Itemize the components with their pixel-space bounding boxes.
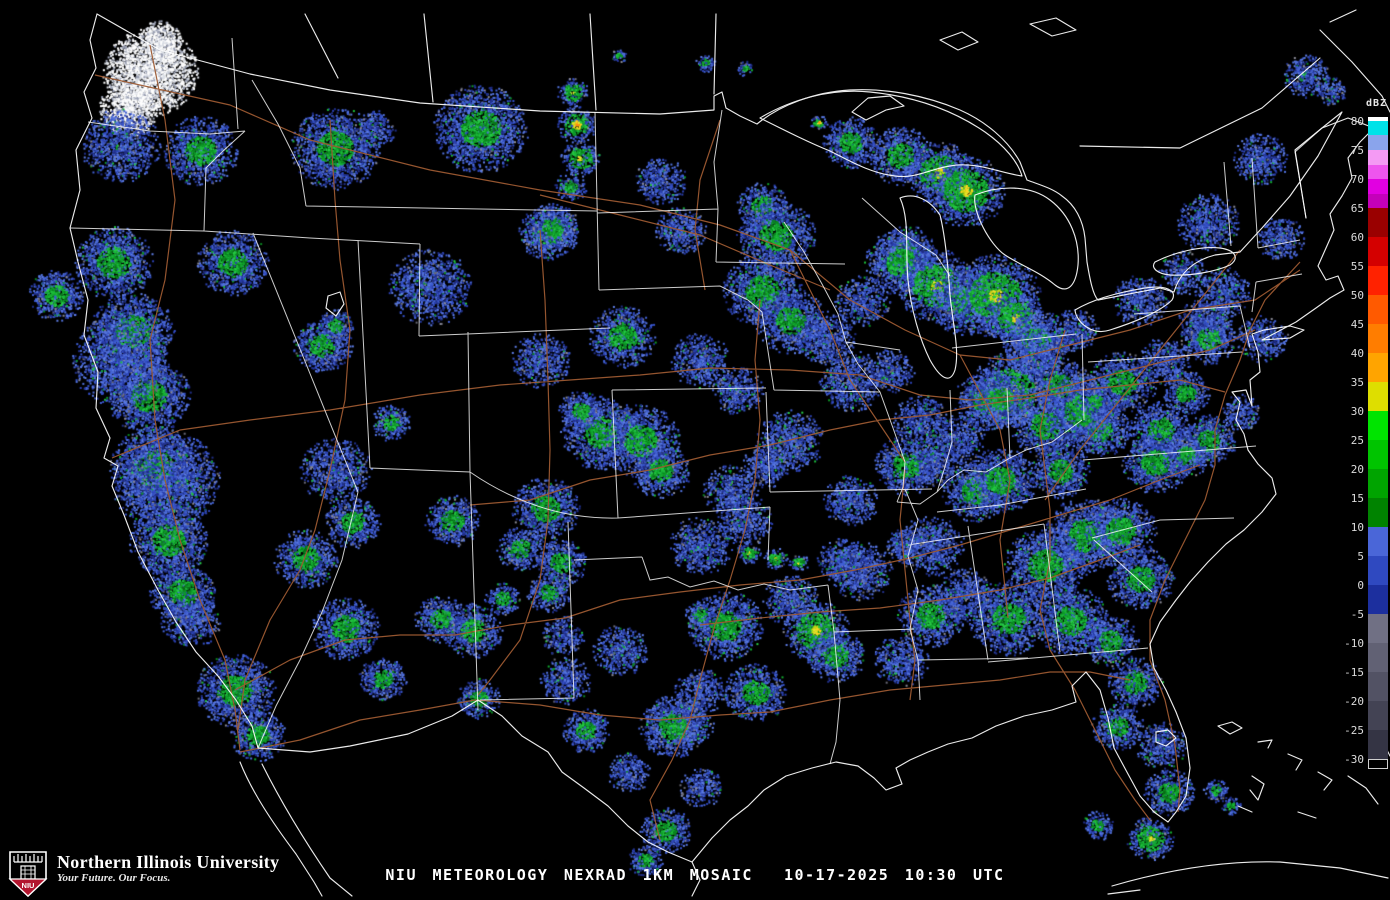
colorbar-tick-label: 20 <box>1350 463 1364 476</box>
colorbar-segment <box>1368 585 1388 614</box>
colorbar-title: dBZ <box>1366 98 1388 109</box>
cuba-bahamas-coastlines <box>1107 721 1390 895</box>
colorbar-segment <box>1368 179 1388 194</box>
colorbar-tick-label: -5 <box>1350 608 1364 621</box>
colorbar-tick-label: 60 <box>1350 231 1364 244</box>
state-border-paths <box>69 37 1323 765</box>
colorbar-tick-label: 55 <box>1350 260 1364 273</box>
colorbar-empty-box <box>1368 759 1388 769</box>
mexico-coastlines <box>239 761 701 897</box>
colorbar-tick-label: 70 <box>1350 173 1364 186</box>
colorbar-tick-label: -15 <box>1344 666 1364 679</box>
colorbar-scale <box>1368 117 1388 769</box>
colorbar-tick-label: 40 <box>1350 347 1364 360</box>
colorbar-segment <box>1368 208 1388 237</box>
colorbar-segment <box>1368 382 1388 411</box>
colorbar-tick-label: 30 <box>1350 405 1364 418</box>
highway-path <box>94 44 1301 841</box>
university-tagline: Your Future. Our Focus. <box>57 872 171 884</box>
niu-shield-logo: NIU <box>8 851 48 897</box>
colorbar-segment <box>1368 556 1388 585</box>
national-borders-layer <box>69 9 1390 897</box>
state-borders-layer <box>69 37 1323 765</box>
highways-layer <box>94 44 1301 841</box>
colorbar-segment <box>1368 324 1388 353</box>
colorbar-tick-label: 65 <box>1350 202 1364 215</box>
colorbar-tick-label: 0 <box>1357 579 1364 592</box>
colorbar-tick-label: 75 <box>1350 144 1364 157</box>
colorbar-segment <box>1368 614 1388 643</box>
colorbar-segment <box>1368 150 1388 165</box>
colorbar-segment <box>1368 411 1388 440</box>
colorbar-segment <box>1368 135 1388 150</box>
product-caption: NIU METEOROLOGY NEXRAD 1KM MOSAIC 10-17-… <box>385 866 1005 884</box>
colorbar-segment <box>1368 266 1388 295</box>
lake-outlines <box>325 90 1236 747</box>
colorbar-segment <box>1368 117 1388 121</box>
colorbar-segment <box>1368 643 1388 672</box>
niu-shield-red-band <box>8 878 48 897</box>
colorbar-tick-label: 80 <box>1350 115 1364 128</box>
canada-province-borders <box>304 13 1077 121</box>
colorbar-tick-label: 35 <box>1350 376 1364 389</box>
niu-branding: NIU Northern Illinois University Your Fu… <box>8 851 279 897</box>
colorbar-segment <box>1368 440 1388 469</box>
canada-border <box>96 9 1390 301</box>
colorbar-segment <box>1368 469 1388 498</box>
colorbar-tick-label: -20 <box>1344 695 1364 708</box>
university-name: Northern Illinois University <box>57 852 280 872</box>
colorbar-segment <box>1368 121 1388 135</box>
colorbar-tick-label: 5 <box>1357 550 1364 563</box>
colorbar-segment <box>1368 701 1388 730</box>
niu-acronym: NIU <box>22 881 35 890</box>
colorbar-segment <box>1368 498 1388 527</box>
colorbar-tick-label: -10 <box>1344 637 1364 650</box>
colorbar-tick-label: -25 <box>1344 724 1364 737</box>
colorbar-segment <box>1368 237 1388 266</box>
colorbar-segment <box>1368 165 1388 179</box>
colorbar-tick-label: 50 <box>1350 289 1364 302</box>
colorbar-tick-label: 15 <box>1350 492 1364 505</box>
colorbar-segment <box>1368 194 1388 208</box>
colorbar-tick-label: 10 <box>1350 521 1364 534</box>
colorbar-tick-label: 45 <box>1350 318 1364 331</box>
conus-outline <box>69 13 1375 863</box>
colorbar-segment <box>1368 672 1388 701</box>
colorbar-segment <box>1368 353 1388 382</box>
colorbar-segment <box>1368 730 1388 759</box>
colorbar-segment <box>1368 527 1388 556</box>
colorbar-tick-label: -30 <box>1344 753 1364 766</box>
colorbar-tick-label: 25 <box>1350 434 1364 447</box>
colorbar-segment <box>1368 295 1388 324</box>
